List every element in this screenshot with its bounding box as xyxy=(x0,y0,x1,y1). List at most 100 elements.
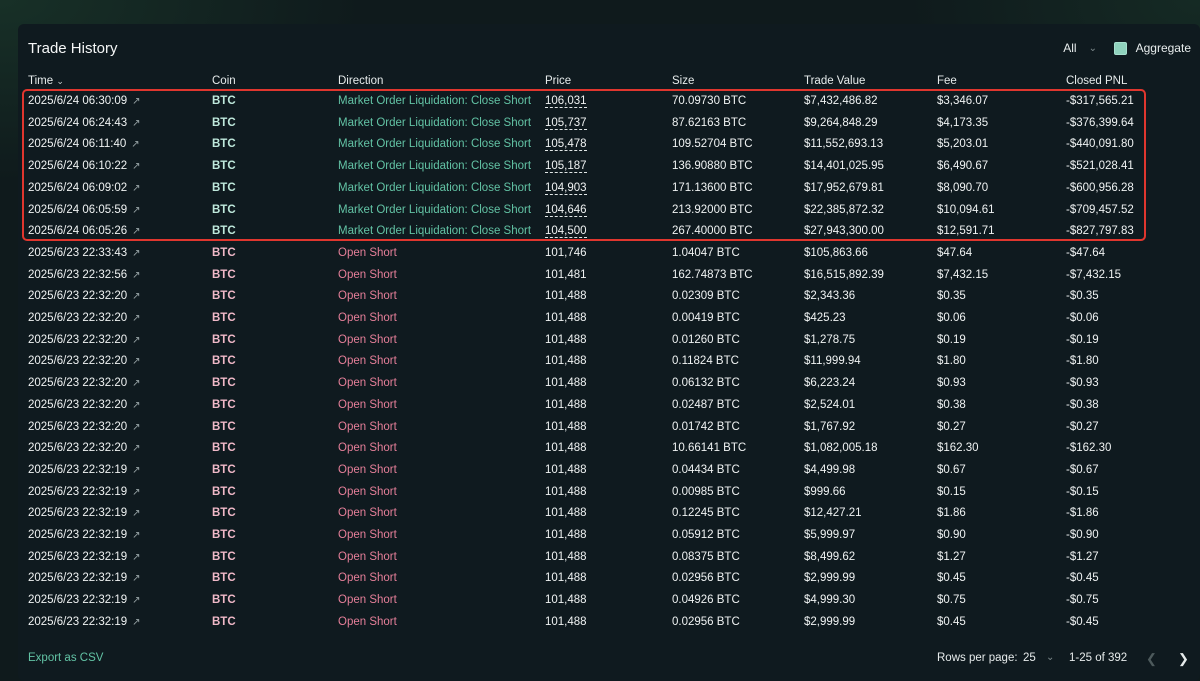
external-link-icon[interactable]: ↗ xyxy=(132,399,141,411)
trade-value-cell: $4,999.30 xyxy=(804,594,856,607)
external-link-icon[interactable]: ↗ xyxy=(132,378,141,390)
external-link-icon[interactable]: ↗ xyxy=(132,616,141,628)
table-row[interactable]: 2025/6/23 22:32:19 ↗ BTC Open Short 101,488 0… xyxy=(18,590,1200,611)
table-row[interactable]: 2025/6/23 22:32:20 ↗ BTC Open Short 101,488 0… xyxy=(18,308,1200,329)
external-link-icon[interactable]: ↗ xyxy=(132,182,141,194)
fee-cell: $0.45 xyxy=(937,615,966,628)
external-link-icon[interactable]: ↗ xyxy=(132,334,141,346)
table-row[interactable]: 2025/6/23 22:33:43 ↗ BTC Open Short 101,746 1… xyxy=(18,243,1200,264)
trade-value-cell: $999.66 xyxy=(804,485,846,498)
table-row[interactable]: 2025/6/23 22:32:19 ↗ BTC Open Short 101,488 0… xyxy=(18,547,1200,568)
time-cell[interactable]: 2025/6/23 22:32:19 ↗ xyxy=(28,460,141,481)
time-cell[interactable]: 2025/6/24 06:24:43 ↗ xyxy=(28,113,141,134)
time-cell[interactable]: 2025/6/24 06:30:09 ↗ xyxy=(28,91,141,112)
table-row[interactable]: 2025/6/23 22:32:20 ↗ BTC Open Short 101,488 0… xyxy=(18,373,1200,394)
external-link-icon[interactable]: ↗ xyxy=(132,356,141,368)
time-cell[interactable]: 2025/6/23 22:32:19 ↗ xyxy=(28,503,141,524)
table-row[interactable]: 2025/6/23 22:32:19 ↗ BTC Open Short 101,488 0… xyxy=(18,503,1200,524)
rows-per-page-select[interactable]: 25 xyxy=(1023,652,1036,664)
table-row[interactable]: 2025/6/23 22:32:20 ↗ BTC Open Short 101,488 0… xyxy=(18,395,1200,416)
time-cell[interactable]: 2025/6/23 22:33:43 ↗ xyxy=(28,243,141,264)
time-cell[interactable]: 2025/6/23 22:32:20 ↗ xyxy=(28,395,141,416)
external-link-icon[interactable]: ↗ xyxy=(132,443,141,455)
price-cell: 101,488 xyxy=(545,615,587,628)
time-cell[interactable]: 2025/6/23 22:32:20 ↗ xyxy=(28,373,141,394)
external-link-icon[interactable]: ↗ xyxy=(132,247,141,259)
size-cell: 0.00419 BTC xyxy=(672,312,740,324)
external-link-icon[interactable]: ↗ xyxy=(132,269,141,281)
time-cell[interactable]: 2025/6/23 22:32:20 ↗ xyxy=(28,438,141,459)
external-link-icon[interactable]: ↗ xyxy=(131,139,140,151)
time-cell[interactable]: 2025/6/23 22:32:56 ↗ xyxy=(28,265,141,286)
column-header-time[interactable]: Time ⌄ xyxy=(28,75,64,87)
previous-page-icon[interactable]: ❮ xyxy=(1146,651,1157,666)
fee-cell: $0.15 xyxy=(937,485,966,498)
next-page-icon[interactable]: ❯ xyxy=(1178,651,1189,666)
size-cell: 0.02956 BTC xyxy=(672,572,740,585)
table-row[interactable]: 2025/6/23 22:32:19 ↗ BTC Open Short 101,488 0… xyxy=(18,460,1200,481)
time-cell[interactable]: 2025/6/23 22:32:20 ↗ xyxy=(28,351,141,372)
table-row[interactable]: 2025/6/24 06:10:22 ↗ BTC Market Order Liqui… xyxy=(18,156,1200,177)
time-cell[interactable]: 2025/6/24 06:11:40 ↗ xyxy=(28,134,140,155)
time-cell[interactable]: 2025/6/23 22:32:19 ↗ xyxy=(28,612,141,633)
external-link-icon[interactable]: ↗ xyxy=(132,530,141,541)
filter-dropdown[interactable]: All ⌄ xyxy=(1063,41,1097,55)
coin-cell: BTC xyxy=(212,160,236,173)
price-cell: 101,488 xyxy=(545,312,587,324)
table-row[interactable]: 2025/6/23 22:32:19 ↗ BTC Open Short 101,488 0… xyxy=(18,568,1200,589)
price-cell: 105,737 xyxy=(545,116,587,130)
aggregate-toggle[interactable]: Aggregate xyxy=(1113,41,1191,55)
time-cell[interactable]: 2025/6/23 22:32:20 ↗ xyxy=(28,286,141,307)
trade-value-cell: $1,278.75 xyxy=(804,333,856,346)
table-row[interactable]: 2025/6/23 22:32:20 ↗ BTC Open Short 101,488 1… xyxy=(18,438,1200,459)
table-row[interactable]: 2025/6/23 22:32:19 ↗ BTC Open Short 101,488 0… xyxy=(18,482,1200,503)
coin-cell: BTC xyxy=(212,615,236,628)
time-cell[interactable]: 2025/6/23 22:32:20 ↗ xyxy=(28,330,141,351)
time-cell[interactable]: 2025/6/23 22:32:19 ↗ xyxy=(28,568,141,589)
external-link-icon[interactable]: ↗ xyxy=(132,291,141,303)
external-link-icon[interactable]: ↗ xyxy=(132,486,141,498)
table-row[interactable]: 2025/6/24 06:11:40 ↗ BTC Market Order Liqui… xyxy=(18,134,1200,155)
time-cell[interactable]: 2025/6/23 22:32:19 ↗ xyxy=(28,482,141,503)
external-link-icon[interactable]: ↗ xyxy=(132,595,141,607)
fee-cell: $7,432.15 xyxy=(937,268,989,281)
time-cell[interactable]: 2025/6/24 06:10:22 ↗ xyxy=(28,156,141,177)
external-link-icon[interactable]: ↗ xyxy=(132,96,141,107)
time-cell[interactable]: 2025/6/24 06:05:26 ↗ xyxy=(28,221,141,242)
time-cell[interactable]: 2025/6/23 22:32:19 ↗ xyxy=(28,547,141,568)
table-row[interactable]: 2025/6/23 22:32:56 ↗ BTC Open Short 101,481 1… xyxy=(18,265,1200,286)
time-cell[interactable]: 2025/6/24 06:05:59 ↗ xyxy=(28,200,141,221)
table-row[interactable]: 2025/6/23 22:32:20 ↗ BTC Open Short 101,488 0… xyxy=(18,351,1200,372)
time-cell[interactable]: 2025/6/23 22:32:20 ↗ xyxy=(28,417,141,438)
external-link-icon[interactable]: ↗ xyxy=(132,226,141,238)
table-row[interactable]: 2025/6/24 06:24:43 ↗ BTC Market Order Liqui… xyxy=(18,113,1200,134)
external-link-icon[interactable]: ↗ xyxy=(132,421,141,433)
external-link-icon[interactable]: ↗ xyxy=(132,161,141,173)
table-row[interactable]: 2025/6/23 22:32:19 ↗ BTC Open Short 101,488 0… xyxy=(18,612,1200,633)
table-row[interactable]: 2025/6/23 22:32:20 ↗ BTC Open Short 101,488 0… xyxy=(18,417,1200,438)
trade-value-cell: $12,427.21 xyxy=(804,507,862,520)
external-link-icon[interactable]: ↗ xyxy=(132,117,141,129)
trade-value-cell: $14,401,025.95 xyxy=(804,160,884,173)
external-link-icon[interactable]: ↗ xyxy=(132,464,141,476)
table-row[interactable]: 2025/6/23 22:32:20 ↗ BTC Open Short 101,488 0… xyxy=(18,330,1200,351)
table-row[interactable]: 2025/6/24 06:30:09 ↗ BTC Market Order Liqui… xyxy=(18,91,1200,112)
table-row[interactable]: 2025/6/24 06:05:26 ↗ BTC Market Order Liqui… xyxy=(18,221,1200,242)
aggregate-checkbox[interactable] xyxy=(1113,41,1127,55)
export-csv-link[interactable]: Export as CSV xyxy=(28,652,104,664)
time-cell[interactable]: 2025/6/23 22:32:19 ↗ xyxy=(28,525,141,546)
external-link-icon[interactable]: ↗ xyxy=(132,551,141,563)
chevron-down-icon[interactable]: ⌄ xyxy=(1046,652,1055,663)
external-link-icon[interactable]: ↗ xyxy=(132,573,141,585)
external-link-icon[interactable]: ↗ xyxy=(132,313,141,324)
external-link-icon[interactable]: ↗ xyxy=(132,508,141,520)
table-row[interactable]: 2025/6/23 22:32:19 ↗ BTC Open Short 101,488 0… xyxy=(18,525,1200,546)
table-row[interactable]: 2025/6/23 22:32:20 ↗ BTC Open Short 101,488 0… xyxy=(18,286,1200,307)
time-cell[interactable]: 2025/6/23 22:32:20 ↗ xyxy=(28,308,141,329)
table-row[interactable]: 2025/6/24 06:09:02 ↗ BTC Market Order Liqui… xyxy=(18,178,1200,199)
external-link-icon[interactable]: ↗ xyxy=(132,204,141,216)
table-row[interactable]: 2025/6/24 06:05:59 ↗ BTC Market Order Liqui… xyxy=(18,200,1200,221)
time-cell[interactable]: 2025/6/23 22:32:19 ↗ xyxy=(28,590,141,611)
time-cell[interactable]: 2025/6/24 06:09:02 ↗ xyxy=(28,178,141,199)
size-cell: 162.74873 BTC xyxy=(672,268,753,281)
